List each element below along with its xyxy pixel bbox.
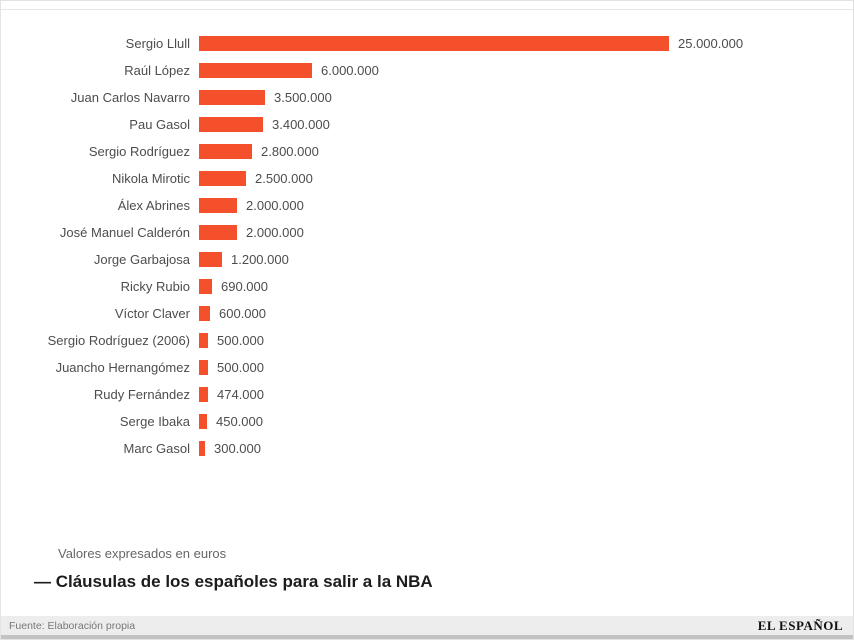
footer-bar: Fuente: Elaboración propia EL ESPAÑOL <box>1 616 853 639</box>
bar-row: Jorge Garbajosa 1.200.000 <box>1 246 853 273</box>
category-label: Serge Ibaka <box>119 414 190 429</box>
category-label: Nikola Mirotic <box>111 171 190 186</box>
value-label: 2.500.000 <box>255 171 313 186</box>
category-label: Pau Gasol <box>129 117 190 132</box>
bar-row: Raúl López 6.000.000 <box>1 57 853 84</box>
source-attribution: Fuente: Elaboración propia <box>9 619 136 632</box>
bar-row: Álex Abrines 2.000.000 <box>1 192 853 219</box>
category-label: Raúl López <box>124 63 190 78</box>
bar <box>199 117 263 132</box>
bar <box>199 36 669 51</box>
value-label: 2.800.000 <box>261 144 319 159</box>
bar-row: Juan Carlos Navarro 3.500.000 <box>1 84 853 111</box>
value-label: 600.000 <box>219 306 266 321</box>
category-label: Álex Abrines <box>117 198 190 213</box>
category-label: Rudy Fernández <box>93 387 190 402</box>
bar-row: Sergio Llull 25.000.000 <box>1 30 853 57</box>
bar-row: Sergio Rodríguez (2006) 500.000 <box>1 327 853 354</box>
value-label: 474.000 <box>217 387 264 402</box>
bar-row: Sergio Rodríguez 2.800.000 <box>1 138 853 165</box>
bar <box>199 63 312 78</box>
bar-row: Ricky Rubio 690.000 <box>1 273 853 300</box>
bar <box>199 90 265 105</box>
category-label: José Manuel Calderón <box>59 225 190 240</box>
category-label: Marc Gasol <box>123 441 190 456</box>
bar-row: Serge Ibaka 450.000 <box>1 408 853 435</box>
value-label: 2.000.000 <box>246 198 304 213</box>
chart-title: — Cláusulas de los españoles para salir … <box>34 572 433 591</box>
bar <box>199 333 208 348</box>
bar <box>199 360 208 375</box>
category-label: Sergio Rodríguez (2006) <box>47 333 190 348</box>
bar-row: Marc Gasol 300.000 <box>1 435 853 462</box>
bar <box>199 252 222 267</box>
value-label: 500.000 <box>217 333 264 348</box>
value-label: 6.000.000 <box>321 63 379 78</box>
category-label: Jorge Garbajosa <box>93 252 190 267</box>
bar <box>199 279 212 294</box>
bar-row: José Manuel Calderón 2.000.000 <box>1 219 853 246</box>
bar-chart: Sergio Llull 25.000.000 Raúl López 6.000.00… <box>1 1 853 462</box>
bar-rows: Sergio Llull 25.000.000 Raúl López 6.000.00… <box>1 30 853 462</box>
bar-row: Nikola Mirotic 2.500.000 <box>1 165 853 192</box>
bar <box>199 198 237 213</box>
category-label: Juancho Hernangómez <box>55 360 190 375</box>
bar <box>199 171 246 186</box>
bar <box>199 414 207 429</box>
value-label: 25.000.000 <box>678 36 744 51</box>
bar-row: Juancho Hernangómez 500.000 <box>1 354 853 381</box>
value-label: 1.200.000 <box>231 252 289 267</box>
value-label: 3.500.000 <box>274 90 332 105</box>
category-label: Ricky Rubio <box>120 279 190 294</box>
value-label: 2.000.000 <box>246 225 304 240</box>
bar <box>199 306 210 321</box>
chart-note: Valores expresados en euros <box>58 546 227 561</box>
bar-row: Rudy Fernández 474.000 <box>1 381 853 408</box>
top-divider <box>1 9 853 10</box>
category-label: Sergio Rodríguez <box>88 144 190 159</box>
bar <box>199 387 208 402</box>
brand-logo: EL ESPAÑOL <box>757 617 843 633</box>
value-label: 690.000 <box>221 279 268 294</box>
category-label: Sergio Llull <box>125 36 190 51</box>
bar <box>199 441 205 456</box>
bar <box>199 144 252 159</box>
value-label: 450.000 <box>216 414 263 429</box>
bar <box>199 225 237 240</box>
category-label: Víctor Claver <box>114 306 190 321</box>
bar-row: Víctor Claver 600.000 <box>1 300 853 327</box>
bar-row: Pau Gasol 3.400.000 <box>1 111 853 138</box>
value-label: 500.000 <box>217 360 264 375</box>
value-label: 300.000 <box>214 441 261 456</box>
value-label: 3.400.000 <box>272 117 330 132</box>
category-label: Juan Carlos Navarro <box>70 90 190 105</box>
